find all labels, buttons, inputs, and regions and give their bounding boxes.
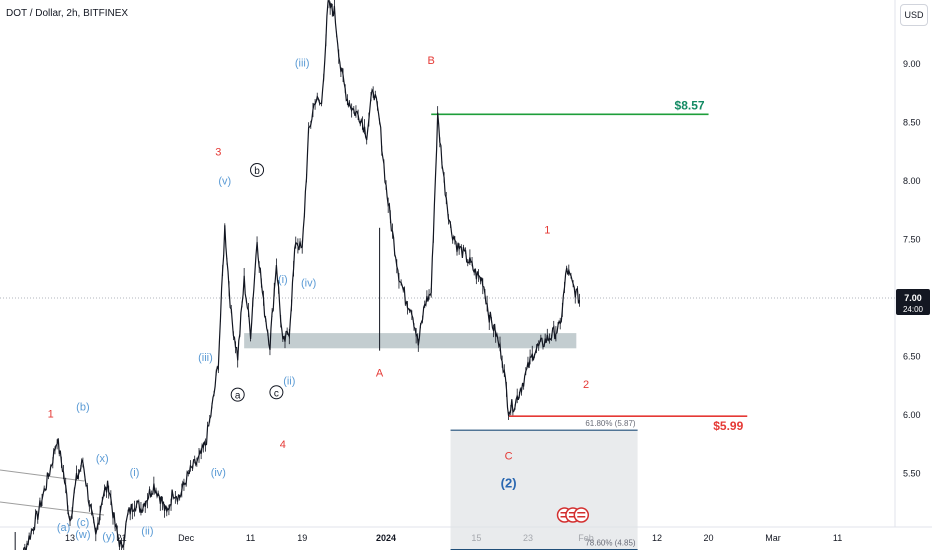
y-tick-label: 8.00 bbox=[903, 176, 921, 186]
current-price-badge bbox=[896, 289, 930, 315]
wave-circle bbox=[250, 162, 265, 177]
wave-label: (iii) bbox=[198, 352, 213, 364]
wave-label: (i) bbox=[278, 274, 288, 286]
x-tick-label: 20 bbox=[704, 533, 714, 543]
wave-label: (a) bbox=[57, 522, 70, 534]
y-tick-label: 6.00 bbox=[903, 410, 921, 420]
x-tick-label: 2024 bbox=[376, 533, 396, 543]
currency-button[interactable]: USD bbox=[900, 4, 928, 26]
level-label: $5.99 bbox=[713, 419, 743, 433]
us-flag-icon bbox=[573, 507, 590, 523]
x-tick-label: Dec bbox=[178, 533, 195, 543]
x-tick-label: 11 bbox=[246, 533, 255, 543]
wave-label: 3 bbox=[215, 146, 221, 158]
wave-label: (iv) bbox=[211, 467, 226, 479]
us-flag-icon-stripe bbox=[568, 512, 577, 514]
x-tick-label: 11 bbox=[833, 533, 842, 543]
us-flag-icon-stripe bbox=[568, 516, 577, 518]
wave-label: 2 bbox=[583, 379, 589, 391]
wave-label: (iii) bbox=[295, 57, 310, 69]
us-flag-icon-stripe bbox=[560, 516, 569, 518]
wave-circle bbox=[230, 387, 245, 402]
wave-label: (c) bbox=[76, 517, 89, 529]
fib-label-786: 78.60% (4.85) bbox=[585, 539, 636, 548]
wave-label: (2) bbox=[501, 476, 517, 491]
wave-circle bbox=[269, 385, 284, 400]
x-tick-label: 13 bbox=[65, 533, 75, 543]
us-flag-icon-stripe bbox=[577, 516, 586, 518]
wave-label: 1 bbox=[48, 408, 54, 420]
wave-label: (ii) bbox=[141, 525, 153, 537]
fib-label-618: 61.80% (5.87) bbox=[585, 419, 636, 428]
x-tick-label: Mar bbox=[765, 533, 781, 543]
wave-label: c bbox=[274, 388, 279, 399]
wave-label: A bbox=[376, 367, 384, 379]
y-tick-label: 5.50 bbox=[903, 469, 921, 479]
wave-label: a bbox=[235, 391, 241, 402]
wave-label: (ii) bbox=[283, 376, 295, 388]
wave-label: (x) bbox=[96, 453, 109, 465]
y-tick-label: 8.50 bbox=[903, 118, 921, 128]
trendline bbox=[0, 501, 105, 516]
y-tick-label: 9.00 bbox=[903, 59, 921, 69]
us-flag-icon-stripe bbox=[560, 512, 569, 514]
wave-label: (iv) bbox=[301, 277, 316, 289]
y-tick-label: 6.50 bbox=[903, 352, 921, 362]
current-price-value: 7.00 bbox=[904, 293, 922, 303]
y-tick-label: 7.50 bbox=[903, 235, 921, 245]
fib-box bbox=[450, 430, 638, 550]
us-flag-icon-stripe bbox=[577, 512, 586, 514]
wave-label: (v) bbox=[218, 176, 231, 188]
wave-label: (w) bbox=[75, 529, 90, 541]
x-tick-label: 19 bbox=[297, 533, 307, 543]
current-price-countdown: 24:00 bbox=[903, 305, 924, 314]
support-zone bbox=[244, 333, 577, 349]
level-label: $8.57 bbox=[675, 98, 705, 112]
wave-label: (b) bbox=[76, 401, 89, 413]
price-series bbox=[22, 0, 581, 555]
wave-label: (y) bbox=[102, 531, 115, 543]
symbol-title: DOT / Dollar, 2h, BITFINEX bbox=[6, 8, 129, 19]
wave-label: B bbox=[428, 55, 435, 67]
trendline bbox=[0, 469, 85, 482]
wave-label: 1 bbox=[544, 225, 550, 237]
wave-label: (i) bbox=[130, 467, 140, 479]
wave-label: b bbox=[254, 166, 260, 177]
wave-label: 4 bbox=[280, 439, 286, 451]
wave-label: C bbox=[505, 450, 513, 462]
x-tick-label: 12 bbox=[652, 533, 662, 543]
